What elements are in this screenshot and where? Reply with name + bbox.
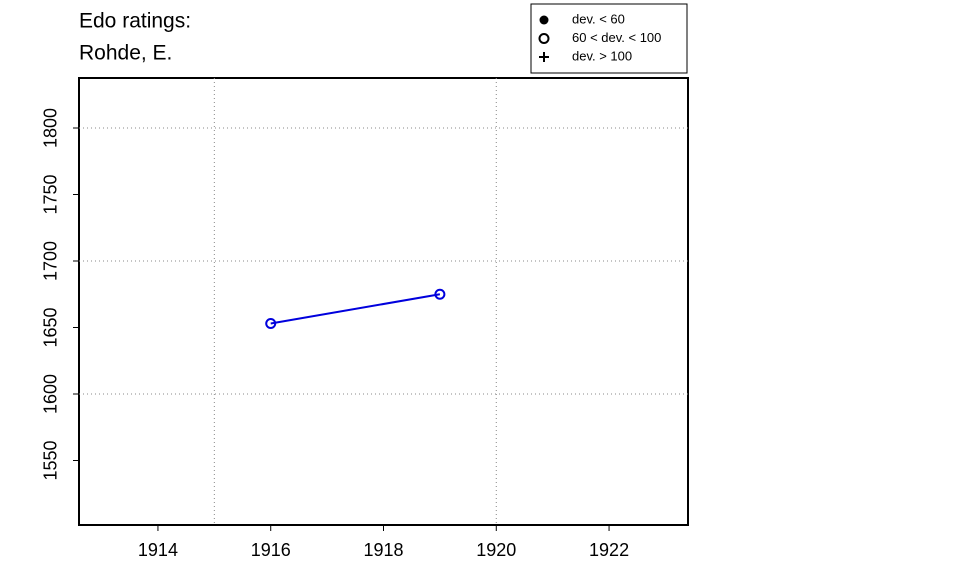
marker (434, 288, 446, 300)
y-tick-label: 1600 (41, 374, 61, 414)
legend-label: 60 < dev. < 100 (572, 30, 661, 45)
legend-box (530, 3, 688, 74)
chart-title: Rohde, E. (79, 42, 172, 65)
legend-label: dev. > 100 (572, 48, 632, 63)
x-tick-label: 1914 (138, 540, 178, 560)
y-tick-label: 1800 (41, 108, 61, 148)
chart-title: Edo ratings: (79, 10, 191, 33)
line (270, 293, 441, 325)
y-tick-label: 1650 (41, 307, 61, 347)
x-tick-label: 1918 (363, 540, 403, 560)
legend-label: dev. < 60 (572, 11, 625, 26)
marker (538, 33, 550, 44)
marker (539, 15, 549, 25)
x-tick-label: 1922 (589, 540, 629, 560)
y-tick-label: 1700 (41, 241, 61, 281)
x-tick-label: 1920 (476, 540, 516, 560)
x-tick-label: 1916 (251, 540, 291, 560)
marker (265, 318, 277, 330)
y-tick-label: 1550 (41, 440, 61, 480)
y-tick-label: 1750 (41, 174, 61, 214)
plot-frame (78, 77, 689, 526)
marker (539, 52, 549, 62)
